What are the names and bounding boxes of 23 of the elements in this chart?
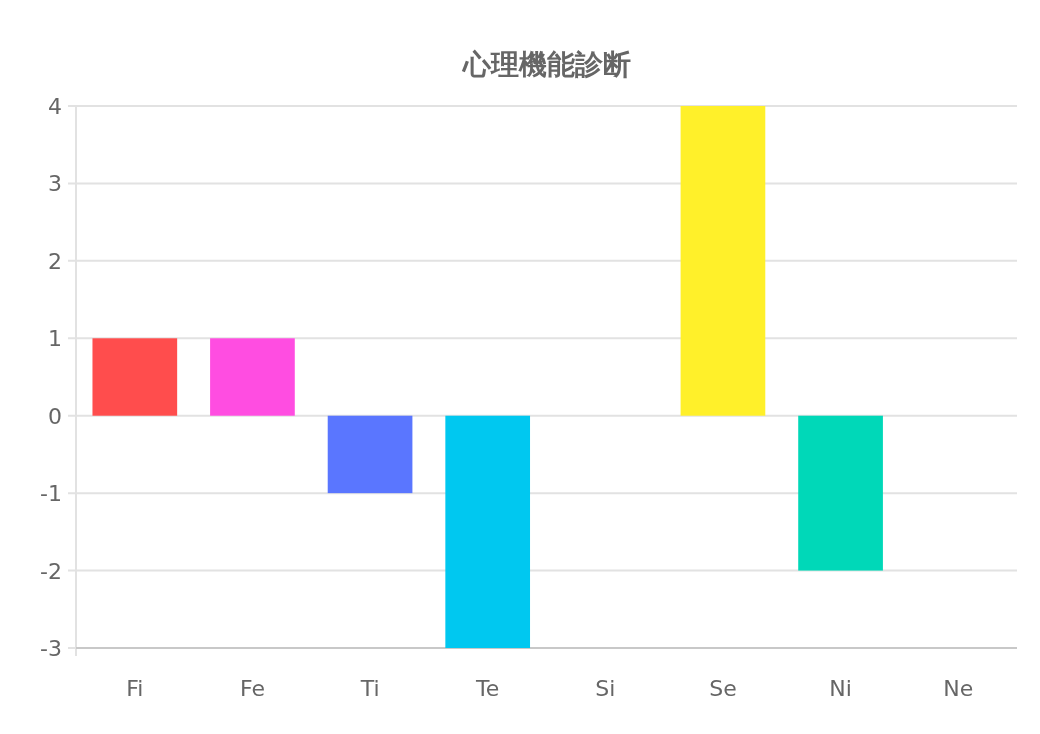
y-tick-label: 2: [48, 248, 62, 274]
y-tick-label: 1: [48, 326, 62, 352]
bar: [680, 106, 766, 416]
x-tick-label: Ti: [359, 676, 380, 701]
x-tick-label: Fi: [126, 676, 144, 701]
bar: [327, 415, 413, 494]
x-tick-label: Si: [595, 676, 616, 701]
y-tick-label: 3: [48, 171, 62, 197]
x-tick-label: Ne: [943, 676, 974, 701]
x-tick-label: Te: [475, 676, 500, 701]
y-tick-label: -3: [40, 636, 62, 661]
y-tick-label: 0: [48, 403, 62, 429]
bar: [445, 415, 531, 648]
chart-title: 心理機能診断: [460, 48, 631, 81]
y-tick-label: 4: [48, 94, 62, 119]
x-tick-label: Fe: [239, 676, 265, 701]
x-tick-label: Se: [709, 676, 737, 701]
y-tick-label: -1: [40, 481, 62, 507]
bar: [798, 415, 883, 571]
x-tick-label: Ni: [829, 676, 852, 701]
bar: [92, 338, 178, 416]
bar: [210, 338, 295, 416]
y-tick-label: -2: [40, 558, 62, 584]
